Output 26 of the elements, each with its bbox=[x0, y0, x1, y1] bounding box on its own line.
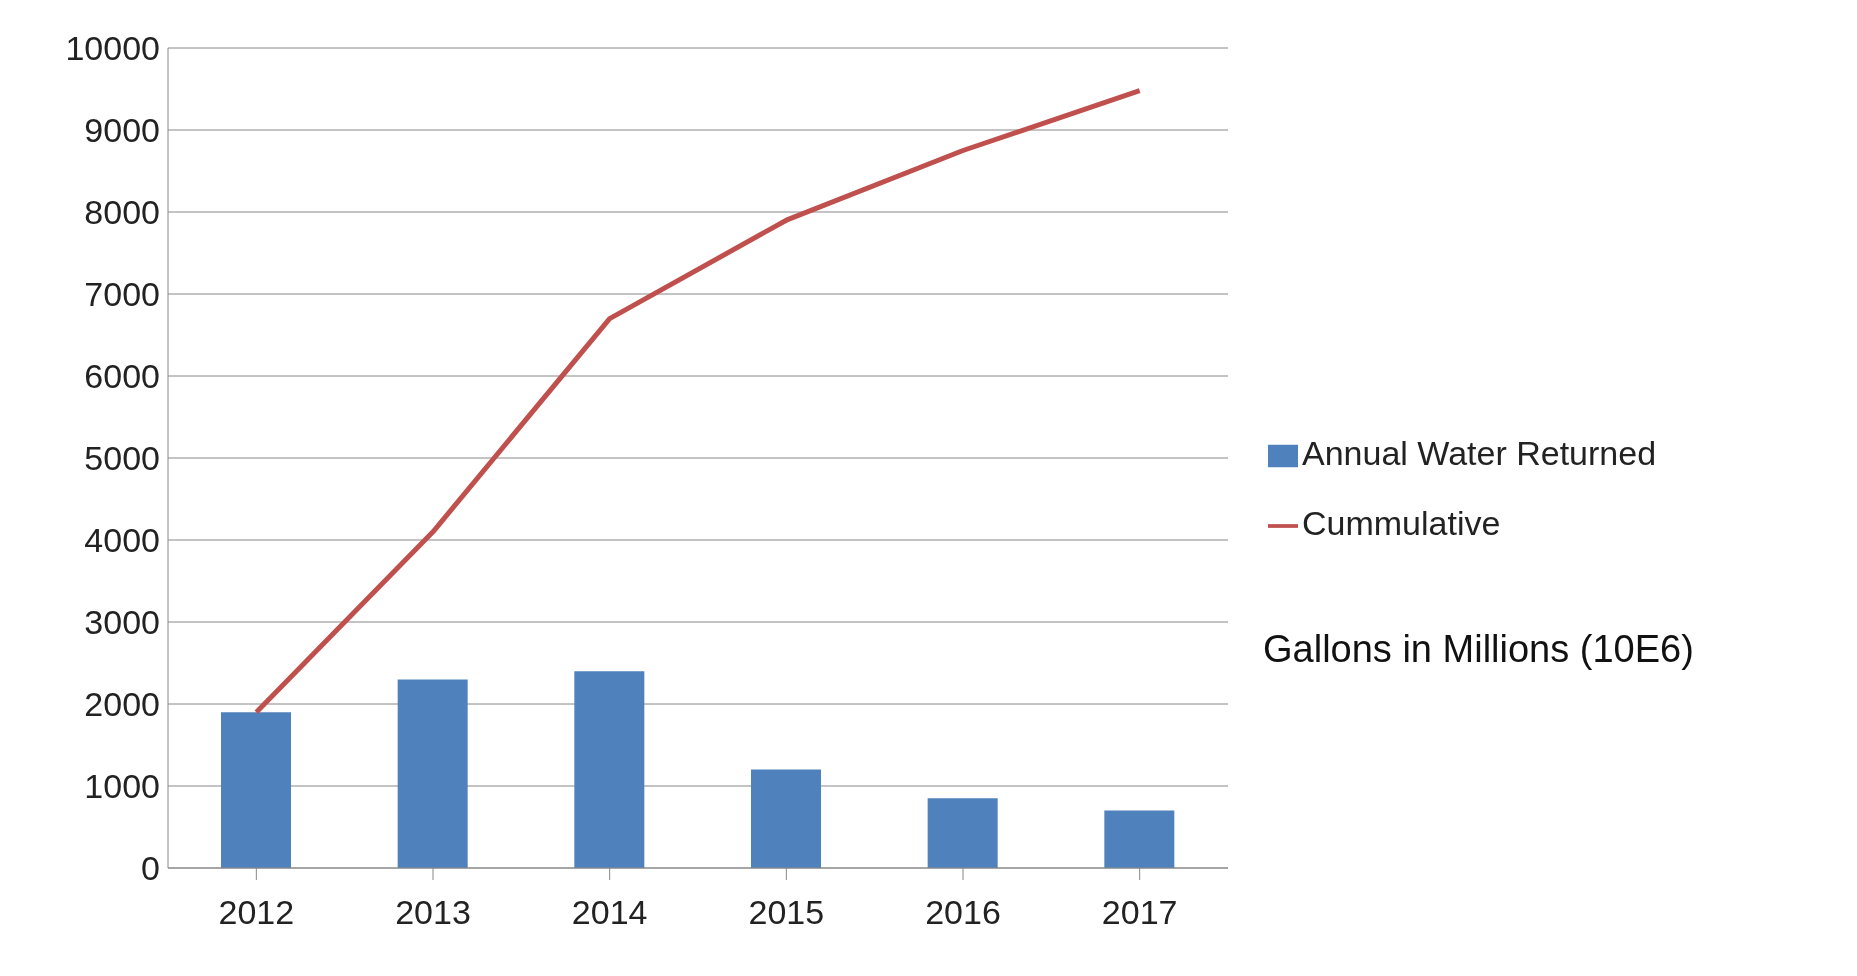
bar bbox=[574, 671, 645, 868]
bar bbox=[221, 712, 291, 868]
bar bbox=[751, 769, 821, 868]
y-tick-label: 3000 bbox=[84, 603, 160, 642]
y-tick-label: 0 bbox=[141, 849, 160, 888]
y-tick-label: 4000 bbox=[84, 521, 160, 560]
bar bbox=[397, 679, 468, 868]
legend-label: Annual Water Returned bbox=[1302, 434, 1657, 472]
y-tick-label: 10000 bbox=[65, 29, 160, 68]
x-tick-label: 2015 bbox=[748, 893, 825, 932]
x-tick-label: 2014 bbox=[571, 893, 648, 932]
y-tick-label: 6000 bbox=[84, 357, 160, 396]
bar bbox=[1104, 810, 1175, 868]
text: Gallons in Millions (10E6) bbox=[1263, 628, 1694, 671]
legend-label: Cummulative bbox=[1302, 504, 1501, 542]
x-tick-label: 2013 bbox=[395, 893, 471, 932]
x-tick-label: 2012 bbox=[218, 893, 295, 932]
y-tick-label: 5000 bbox=[84, 439, 160, 478]
bar bbox=[927, 798, 998, 868]
y-tick-label: 9000 bbox=[84, 111, 160, 150]
y-tick-label: 2000 bbox=[84, 685, 160, 724]
x-tick-label: 2016 bbox=[925, 893, 1001, 932]
x-tick-label: 2017 bbox=[1101, 893, 1178, 932]
y-tick-label: 8000 bbox=[84, 193, 160, 232]
y-tick-label: 7000 bbox=[84, 275, 160, 314]
y-tick-label: 1000 bbox=[84, 767, 160, 806]
